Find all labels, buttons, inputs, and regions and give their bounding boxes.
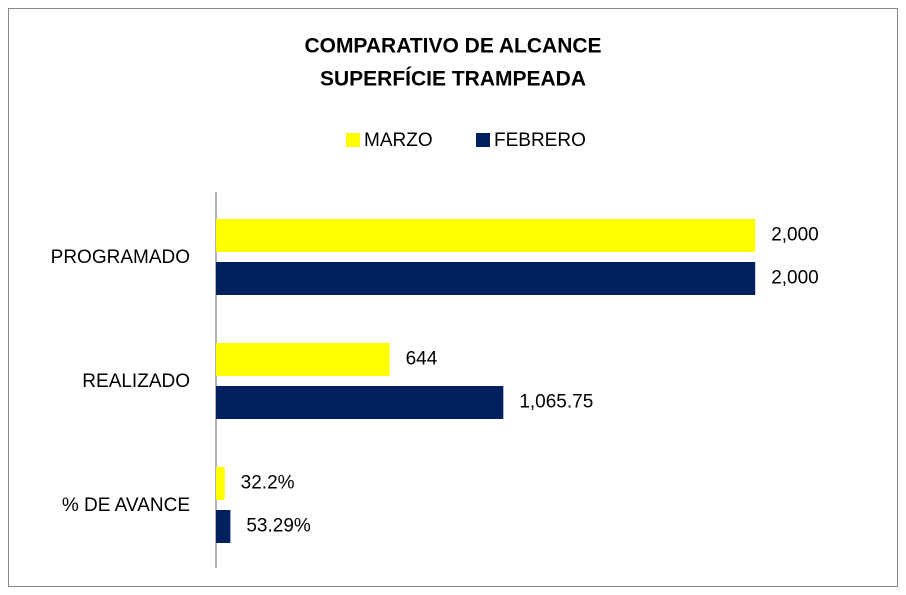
data-label: 2,000	[771, 268, 819, 289]
legend-label: FEBRERO	[494, 130, 586, 151]
legend-label: MARZO	[364, 130, 433, 151]
legend-swatch	[476, 133, 490, 147]
bar	[216, 510, 231, 543]
y-tick-label: % DE AVANCE	[62, 495, 190, 516]
chart-frame	[8, 8, 898, 587]
bar	[216, 262, 756, 295]
data-label: 53.29%	[246, 516, 311, 537]
legend-swatch	[346, 133, 360, 147]
bar	[216, 343, 390, 376]
bar	[216, 219, 756, 252]
y-tick-label: REALIZADO	[82, 371, 190, 392]
chart-title: COMPARATIVO DE ALCANCE	[304, 35, 601, 58]
bar	[216, 467, 225, 500]
chart-subtitle: SUPERFÍCIE TRAMPEADA	[320, 68, 586, 91]
data-label: 644	[406, 349, 438, 370]
bar	[216, 386, 504, 419]
data-label: 32.2%	[241, 473, 295, 494]
data-label: 1,065.75	[519, 392, 593, 413]
data-label: 2,000	[771, 225, 819, 246]
y-tick-label: PROGRAMADO	[51, 247, 190, 268]
